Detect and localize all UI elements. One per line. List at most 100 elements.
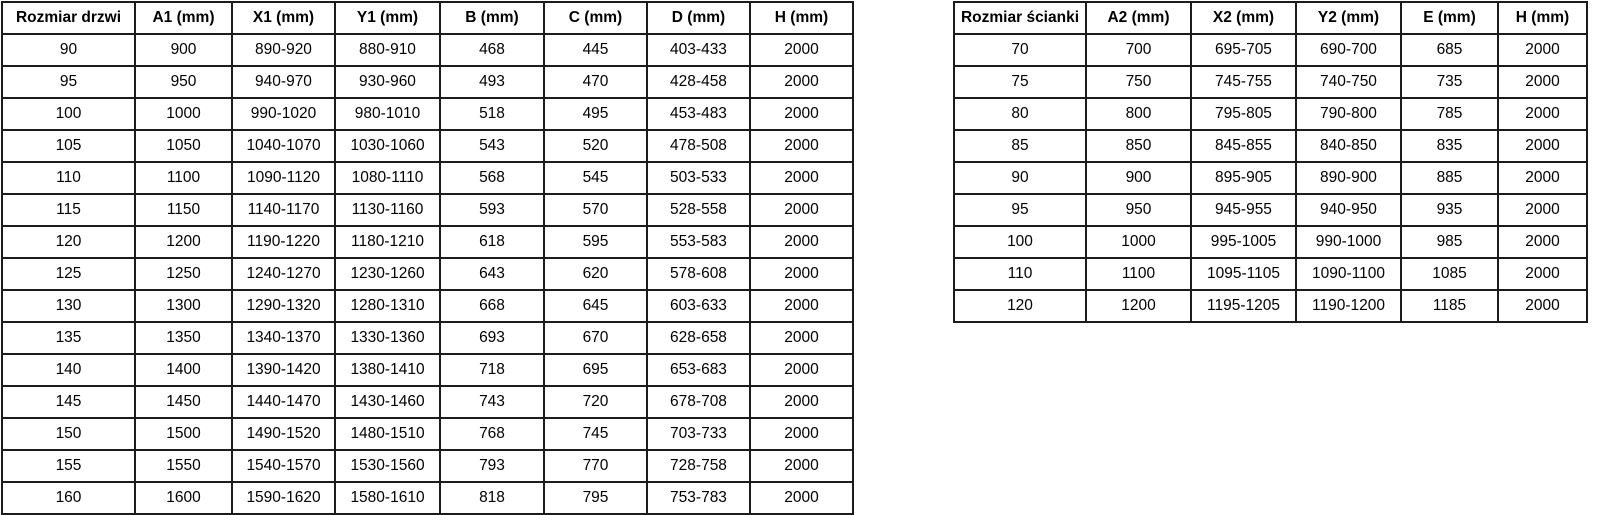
table-cell: 700 (1085, 33, 1192, 67)
header-cell: Rozmiar ścianki (953, 1, 1087, 35)
header-cell: H (mm) (1497, 1, 1588, 35)
table-cell: 1000 (134, 97, 233, 131)
table-cell: 745 (543, 417, 648, 451)
table-cell: 1530-1560 (334, 449, 441, 483)
table-cell: 935 (1400, 193, 1499, 227)
table-cell: 478-508 (646, 129, 751, 163)
table-cell: 90 (1, 33, 136, 67)
table-cell: 895-905 (1190, 161, 1297, 195)
table-cell: 95 (953, 193, 1087, 227)
table-cell: 1400 (134, 353, 233, 387)
table-cell: 1280-1310 (334, 289, 441, 323)
table-cell: 1550 (134, 449, 233, 483)
table-cell: 670 (543, 321, 648, 355)
table-row: 90 900 895-905 890-900 885 2000 (953, 161, 1588, 195)
table-row: 85 850 845-855 840-850 835 2000 (953, 129, 1588, 163)
table-cell: 2000 (1497, 257, 1588, 291)
table-cell: 1090-1120 (231, 161, 336, 195)
table-cell: 880-910 (334, 33, 441, 67)
table-cell: 593 (439, 193, 545, 227)
wall-table-body: 70 700 695-705 690-700 685 2000 75 750 745-755 74… (953, 33, 1588, 323)
table-cell: 2000 (749, 161, 854, 195)
table-cell: 720 (543, 385, 648, 419)
table-cell: 753-783 (646, 481, 751, 515)
table-row: 130 1300 1290-1320 1280-1310 668 645 603-633 20… (1, 289, 854, 323)
table-cell: 793 (439, 449, 545, 483)
table-cell: 90 (953, 161, 1087, 195)
table-cell: 750 (1085, 65, 1192, 99)
table-cell: 890-900 (1295, 161, 1402, 195)
table-cell: 795-805 (1190, 97, 1297, 131)
table-cell: 845-855 (1190, 129, 1297, 163)
header-cell: A2 (mm) (1085, 1, 1192, 35)
table-cell: 645 (543, 289, 648, 323)
table-cell: 1150 (134, 193, 233, 227)
table-cell: 1340-1370 (231, 321, 336, 355)
table-cell: 2000 (1497, 33, 1588, 67)
table-cell: 1240-1270 (231, 257, 336, 291)
table-cell: 1590-1620 (231, 481, 336, 515)
table-row: 90 900 890-920 880-910 468 445 403-433 2000 (1, 33, 854, 67)
table-cell: 2000 (1497, 225, 1588, 259)
table-cell: 745-755 (1190, 65, 1297, 99)
table-cell: 150 (1, 417, 136, 451)
table-row: 100 1000 995-1005 990-1000 985 2000 (953, 225, 1588, 259)
table-cell: 2000 (749, 417, 854, 451)
table-cell: 100 (953, 225, 1087, 259)
table-cell: 890-920 (231, 33, 336, 67)
header-cell: D (mm) (646, 1, 751, 35)
table-cell: 1230-1260 (334, 257, 441, 291)
table-cell: 110 (1, 161, 136, 195)
table-cell: 840-850 (1295, 129, 1402, 163)
table-cell: 1100 (1085, 257, 1192, 291)
table-cell: 518 (439, 97, 545, 131)
table-cell: 2000 (749, 225, 854, 259)
table-cell: 785 (1400, 97, 1499, 131)
header-cell: E (mm) (1400, 1, 1499, 35)
table-cell: 1185 (1400, 289, 1499, 323)
table-cell: 2000 (749, 129, 854, 163)
table-cell: 468 (439, 33, 545, 67)
table-cell: 1330-1360 (334, 321, 441, 355)
table-row: 115 1150 1140-1170 1130-1160 593 570 528-558 20… (1, 193, 854, 227)
table-cell: 80 (953, 97, 1087, 131)
table-cell: 503-533 (646, 161, 751, 195)
table-cell: 930-960 (334, 65, 441, 99)
table-cell: 2000 (749, 353, 854, 387)
table-cell: 543 (439, 129, 545, 163)
table-cell: 835 (1400, 129, 1499, 163)
table-row: 105 1050 1040-1070 1030-1060 543 520 478-508 20… (1, 129, 854, 163)
table-cell: 1500 (134, 417, 233, 451)
table-cell: 85 (953, 129, 1087, 163)
table-cell: 790-800 (1295, 97, 1402, 131)
table-cell: 620 (543, 257, 648, 291)
table-cell: 950 (134, 65, 233, 99)
table-row: 75 750 745-755 740-750 735 2000 (953, 65, 1588, 99)
door-table-body: 90 900 890-920 880-910 468 445 403-433 2000 95 95… (1, 33, 854, 515)
table-row: 145 1450 1440-1470 1430-1460 743 720 678-708 20… (1, 385, 854, 419)
table-cell: 2000 (1497, 193, 1588, 227)
table-cell: 110 (953, 257, 1087, 291)
table-cell: 690-700 (1295, 33, 1402, 67)
table-cell: 445 (543, 33, 648, 67)
table-cell: 685 (1400, 33, 1499, 67)
table-row: 135 1350 1340-1370 1330-1360 693 670 628-658 20… (1, 321, 854, 355)
table-row: 100 1000 990-1020 980-1010 518 495 453-483 2000 (1, 97, 854, 131)
table-cell: 2000 (749, 257, 854, 291)
header-row: Rozmiar ścianki A2 (mm) X2 (mm) Y2 (mm) E (m… (953, 1, 1588, 35)
table-cell: 1080-1110 (334, 161, 441, 195)
table-cell: 945-955 (1190, 193, 1297, 227)
table-row: 80 800 795-805 790-800 785 2000 (953, 97, 1588, 131)
table-cell: 1050 (134, 129, 233, 163)
table-cell: 743 (439, 385, 545, 419)
table-cell: 115 (1, 193, 136, 227)
table-cell: 2000 (749, 449, 854, 483)
wall-table-header: Rozmiar ścianki A2 (mm) X2 (mm) Y2 (mm) E (m… (953, 1, 1588, 35)
table-row: 155 1550 1540-1570 1530-1560 793 770 728-758 20… (1, 449, 854, 483)
table-cell: 493 (439, 65, 545, 99)
table-row: 160 1600 1590-1620 1580-1610 818 795 753-783 20… (1, 481, 854, 515)
table-cell: 885 (1400, 161, 1499, 195)
table-cell: 520 (543, 129, 648, 163)
header-cell: H (mm) (749, 1, 854, 35)
table-cell: 1480-1510 (334, 417, 441, 451)
